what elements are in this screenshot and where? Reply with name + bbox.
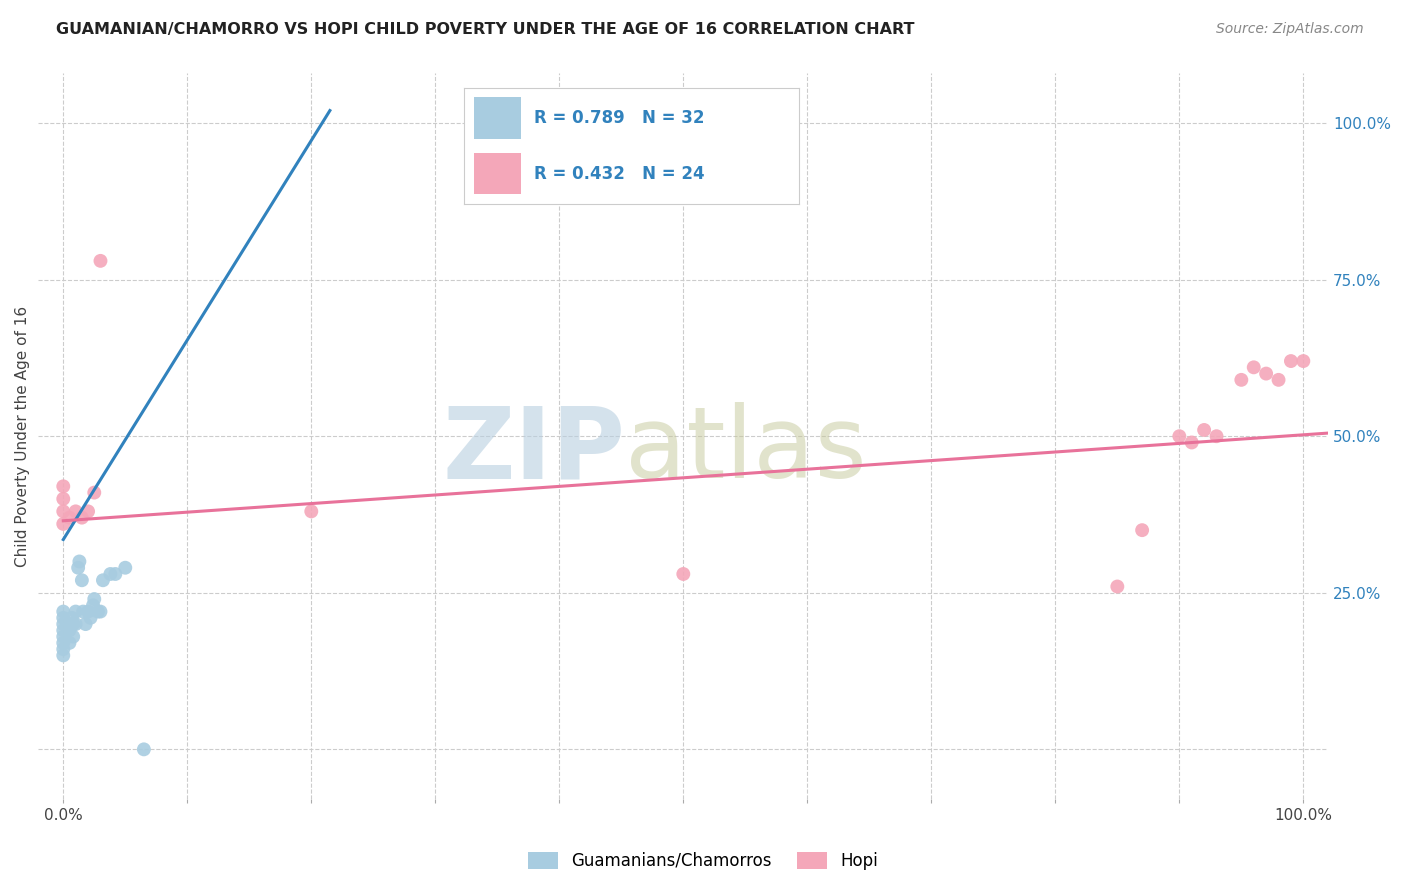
Point <box>62 630 84 644</box>
Point <box>72 605 94 619</box>
Point <box>58 510 80 524</box>
Point <box>77 605 100 619</box>
Point <box>1292 354 1315 368</box>
Point <box>299 504 322 518</box>
Point <box>100 566 122 581</box>
Point <box>1107 580 1129 594</box>
Point <box>82 599 104 613</box>
Point <box>67 560 90 574</box>
Point <box>1256 367 1278 381</box>
Point <box>58 624 80 638</box>
Text: atlas: atlas <box>626 402 868 500</box>
Point <box>1192 423 1215 437</box>
Text: ZIP: ZIP <box>443 402 626 500</box>
Point <box>52 642 75 657</box>
Point <box>1181 435 1204 450</box>
Point <box>75 617 97 632</box>
Point <box>89 253 111 268</box>
Point <box>60 611 83 625</box>
Text: GUAMANIAN/CHAMORRO VS HOPI CHILD POVERTY UNDER THE AGE OF 16 CORRELATION CHART: GUAMANIAN/CHAMORRO VS HOPI CHILD POVERTY… <box>56 22 915 37</box>
Point <box>104 566 127 581</box>
Point <box>1279 354 1302 368</box>
Point <box>89 605 111 619</box>
Point <box>52 605 75 619</box>
Y-axis label: Child Poverty Under the Age of 16: Child Poverty Under the Age of 16 <box>15 306 30 566</box>
Point <box>114 560 136 574</box>
Point <box>83 592 105 607</box>
Point <box>65 617 87 632</box>
Point <box>70 574 93 588</box>
Point <box>60 617 83 632</box>
Point <box>672 566 695 581</box>
Point <box>65 605 87 619</box>
Point <box>52 516 75 531</box>
Point <box>1130 523 1153 537</box>
Point <box>52 648 75 663</box>
Point <box>132 742 155 756</box>
Point <box>1205 429 1227 443</box>
Point <box>52 636 75 650</box>
Point <box>52 504 75 518</box>
Point <box>70 510 93 524</box>
Point <box>52 624 75 638</box>
Point <box>1168 429 1191 443</box>
Point <box>62 617 84 632</box>
Point <box>52 479 75 493</box>
Legend: Guamanians/Chamorros, Hopi: Guamanians/Chamorros, Hopi <box>522 845 884 877</box>
Point <box>79 611 101 625</box>
Point <box>83 485 105 500</box>
Point <box>52 630 75 644</box>
Point <box>77 504 100 518</box>
Point <box>67 554 90 568</box>
Point <box>58 636 80 650</box>
Point <box>1230 373 1253 387</box>
Point <box>91 574 114 588</box>
Point <box>52 617 75 632</box>
Text: Source: ZipAtlas.com: Source: ZipAtlas.com <box>1216 22 1364 37</box>
Point <box>87 605 110 619</box>
Point <box>65 504 87 518</box>
Point <box>52 491 75 506</box>
Point <box>1243 360 1265 375</box>
Point <box>52 611 75 625</box>
Point <box>1267 373 1289 387</box>
